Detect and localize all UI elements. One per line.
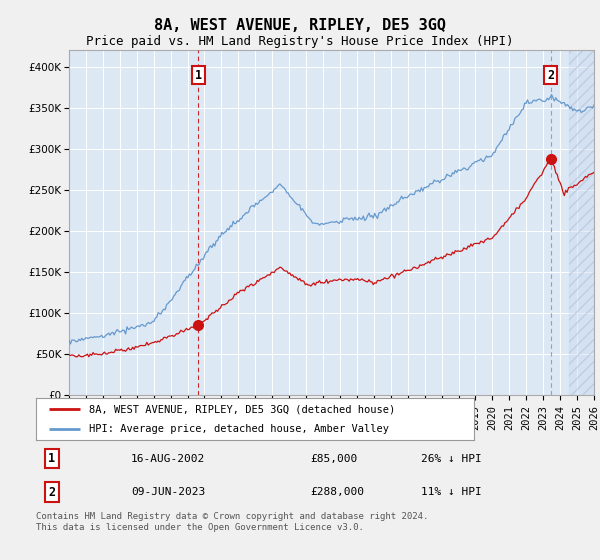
Bar <box>569 50 594 395</box>
Text: HPI: Average price, detached house, Amber Valley: HPI: Average price, detached house, Ambe… <box>89 424 389 434</box>
Text: £85,000: £85,000 <box>311 454 358 464</box>
Text: 16-AUG-2002: 16-AUG-2002 <box>131 454 205 464</box>
Text: Contains HM Land Registry data © Crown copyright and database right 2024.
This d: Contains HM Land Registry data © Crown c… <box>36 512 428 532</box>
Text: 8A, WEST AVENUE, RIPLEY, DE5 3GQ (detached house): 8A, WEST AVENUE, RIPLEY, DE5 3GQ (detach… <box>89 404 395 414</box>
Text: 8A, WEST AVENUE, RIPLEY, DE5 3GQ: 8A, WEST AVENUE, RIPLEY, DE5 3GQ <box>154 18 446 32</box>
Text: 1: 1 <box>48 452 55 465</box>
Bar <box>569 50 594 395</box>
Text: 09-JUN-2023: 09-JUN-2023 <box>131 487 205 497</box>
Text: £288,000: £288,000 <box>311 487 365 497</box>
Text: 11% ↓ HPI: 11% ↓ HPI <box>421 487 482 497</box>
Text: 1: 1 <box>194 68 202 82</box>
Text: Price paid vs. HM Land Registry's House Price Index (HPI): Price paid vs. HM Land Registry's House … <box>86 35 514 49</box>
Text: 2: 2 <box>547 68 554 82</box>
Text: 2: 2 <box>48 486 55 499</box>
Text: 26% ↓ HPI: 26% ↓ HPI <box>421 454 482 464</box>
